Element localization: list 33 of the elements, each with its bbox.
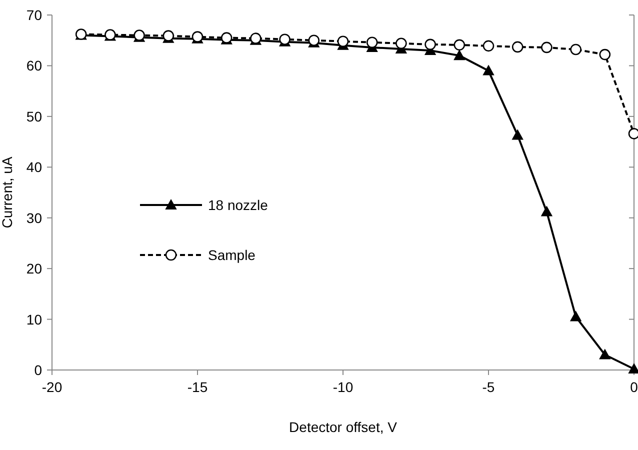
x-tick-label: -5 <box>482 379 495 395</box>
y-tick-label: 10 <box>26 311 42 328</box>
point <box>483 65 494 76</box>
y-tick-label: 20 <box>26 260 42 277</box>
point <box>454 39 466 51</box>
point <box>482 40 494 52</box>
point <box>512 41 524 53</box>
y-tick-label: 60 <box>26 58 42 74</box>
point <box>396 38 407 50</box>
point <box>424 38 436 50</box>
y-axis-title: Current, uA <box>0 156 15 228</box>
x-tick-label: -10 <box>332 379 354 395</box>
legend-label: 18 nozzle <box>208 197 268 213</box>
y-tick-label: 40 <box>26 159 42 176</box>
x-tick-label: -15 <box>187 379 208 395</box>
point <box>599 349 610 360</box>
point <box>570 44 582 56</box>
y-tick-label: 70 <box>26 7 42 23</box>
point <box>541 42 552 54</box>
point <box>454 50 465 60</box>
point <box>512 130 524 140</box>
point <box>599 48 611 60</box>
point <box>366 36 378 48</box>
x-tick-label: -20 <box>42 379 62 395</box>
point <box>570 311 582 322</box>
y-tick-label: 0 <box>34 362 42 378</box>
legend-label: Sample <box>208 247 256 263</box>
x-axis-title: Detector offset, V <box>289 419 398 435</box>
y-tick-label: 50 <box>26 108 42 124</box>
point <box>541 206 552 216</box>
x-tick-label: 0 <box>630 379 638 395</box>
y-tick-label: 30 <box>26 210 42 226</box>
point <box>337 36 349 48</box>
